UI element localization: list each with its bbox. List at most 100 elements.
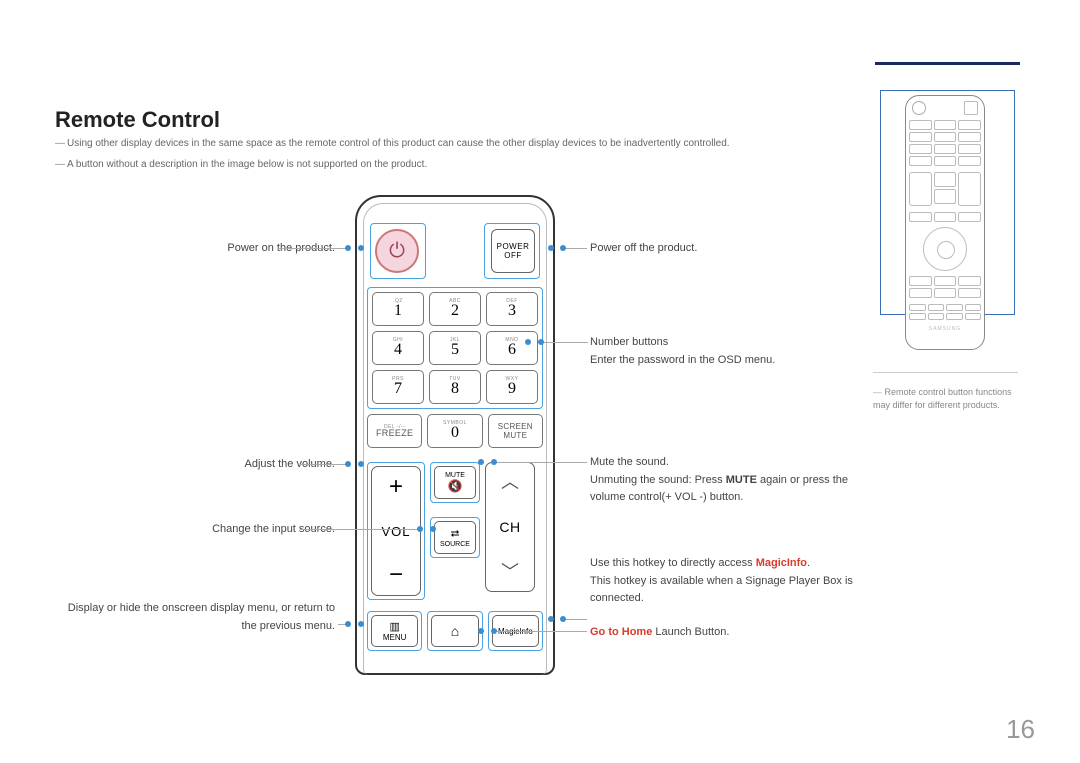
mini-key — [934, 132, 957, 142]
mini-key — [909, 313, 926, 320]
ch-label: CH — [499, 519, 520, 535]
mid-row: + VOL − MUTE 🔇 ⮂ SOURCE — [367, 462, 543, 600]
numpad-row4: DEL -/--FREEZE SYMBOL0 SCREENMUTE — [367, 414, 543, 448]
mini-key — [934, 288, 957, 298]
callout-source: Change the input source. — [55, 521, 335, 539]
mini-key — [909, 144, 932, 154]
dot-power-on-a — [345, 245, 351, 251]
leader-source — [300, 529, 420, 530]
power-off-l1: POWER — [497, 242, 530, 251]
leader-volume — [300, 464, 348, 465]
callout-menu: Display or hide the onscreen display men… — [55, 600, 335, 635]
home-icon: ⌂ — [451, 623, 459, 639]
note-2: ―A button without a description in the i… — [55, 159, 427, 170]
header-rule — [875, 62, 1020, 65]
callout-magic-l1b: MagicInfo — [756, 557, 807, 569]
dot-source-a — [417, 526, 423, 532]
key-6: MNO6 — [486, 331, 538, 365]
numpad-area: .QZ1 ABC2 DEF3 GHI4 JKL5 MNO6 PRS7 TUV8 … — [367, 287, 543, 448]
power-row: ⏻ POWER OFF — [375, 229, 535, 275]
mid-stack: MUTE 🔇 ⮂ SOURCE — [430, 462, 480, 600]
dot-magic-b — [548, 616, 554, 622]
dot-poweroff-a — [560, 245, 566, 251]
mini-key — [958, 212, 981, 222]
callout-number-l2: Enter the password in the OSD menu. — [590, 354, 775, 366]
mini-key — [958, 276, 981, 286]
mini-note: ― Remote control button functions may di… — [873, 386, 1018, 411]
mini-key — [909, 120, 932, 130]
key-9: WXY9 — [486, 370, 538, 404]
mini-key — [909, 288, 932, 298]
highlight-menu: ▥ MENU — [367, 611, 422, 651]
key-8: TUV8 — [429, 370, 481, 404]
mute-label: MUTE — [445, 472, 465, 479]
ch-up-icon: ︿ — [501, 473, 519, 491]
highlight-source: ⮂ SOURCE — [430, 517, 480, 558]
mini-poweroff — [964, 101, 978, 115]
key-0: SYMBOL0 — [427, 414, 482, 448]
mini-key — [958, 132, 981, 142]
vol-minus-icon: − — [389, 563, 403, 587]
callout-magic-l1a: Use this hotkey to directly access — [590, 557, 756, 569]
highlight-volume: + VOL − — [367, 462, 425, 600]
mini-key — [946, 304, 963, 311]
mini-brand: SAMSUNG — [906, 326, 984, 332]
mini-key — [934, 276, 957, 286]
mini-key — [909, 156, 932, 166]
mute-icon: 🔇 — [448, 479, 463, 493]
highlight-mute: MUTE 🔇 — [430, 462, 480, 503]
mini-mute — [934, 172, 957, 187]
note-1-text: Using other display devices in the same … — [67, 138, 730, 149]
menu-icon: ▥ — [389, 620, 399, 633]
ch-down-icon: ﹀ — [501, 563, 519, 581]
mini-dpad — [923, 227, 967, 271]
callout-mute-l2b: MUTE — [726, 474, 757, 486]
source-label: SOURCE — [440, 541, 470, 548]
mini-key — [909, 304, 926, 311]
highlight-power-on — [370, 223, 426, 279]
mute-button: MUTE 🔇 — [434, 466, 476, 499]
dot-source-b — [430, 526, 436, 532]
leader-home — [495, 631, 587, 632]
key-3: DEF3 — [486, 292, 538, 326]
dot-menu-b — [358, 621, 364, 627]
mini-key — [909, 132, 932, 142]
dot-poweroff-b — [548, 245, 554, 251]
callout-number-l1: Number buttons — [590, 336, 668, 348]
key-screen-mute: SCREENMUTE — [488, 414, 543, 448]
mini-src — [934, 189, 957, 204]
key-7: PRS7 — [372, 370, 424, 404]
dot-menu-a — [345, 621, 351, 627]
numpad: .QZ1 ABC2 DEF3 GHI4 JKL5 MNO6 PRS7 TUV8 … — [372, 292, 538, 404]
mini-remote: SAMSUNG — [905, 95, 985, 350]
highlight-numpad: .QZ1 ABC2 DEF3 GHI4 JKL5 MNO6 PRS7 TUV8 … — [367, 287, 543, 409]
callout-volume: Adjust the volume. — [55, 456, 335, 474]
dot-home-a — [478, 628, 484, 634]
callout-number: Number buttons Enter the password in the… — [590, 334, 850, 369]
dot-mute-b — [491, 459, 497, 465]
menu-label: MENU — [383, 633, 407, 642]
callout-home: Go to Home Launch Button. — [590, 624, 850, 642]
leader-power-on — [278, 248, 348, 249]
mini-key — [958, 120, 981, 130]
mini-key — [934, 144, 957, 154]
dot-volume-b — [358, 461, 364, 467]
mini-mid-stack — [934, 172, 957, 206]
dot-number-b — [538, 339, 544, 345]
page-title: Remote Control — [55, 107, 220, 133]
callout-magicinfo: Use this hotkey to directly access Magic… — [590, 555, 860, 608]
mini-power-icon — [912, 101, 926, 115]
mini-ch — [958, 172, 981, 206]
mini-key — [928, 304, 945, 311]
leader-magic — [563, 619, 587, 620]
dot-power-on-b — [358, 245, 364, 251]
power-off-l2: OFF — [504, 251, 522, 260]
mini-row-b — [906, 273, 984, 301]
mini-vol — [909, 172, 932, 206]
menu-button: ▥ MENU — [371, 615, 418, 647]
dot-number-a — [525, 339, 531, 345]
callout-power-off: Power off the product. — [590, 240, 840, 258]
home-button: ⌂ — [431, 615, 478, 647]
callout-magic-l2: This hotkey is available when a Signage … — [590, 575, 853, 605]
callout-mute: Mute the sound. Unmuting the sound: Pres… — [590, 454, 850, 507]
